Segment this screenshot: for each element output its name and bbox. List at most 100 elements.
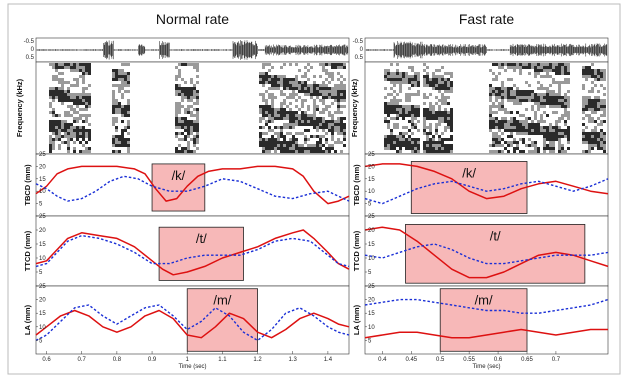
y-tick-label: 10 xyxy=(368,325,375,331)
y-tick-label: 10 xyxy=(39,189,46,195)
y-tick-label: 10 xyxy=(368,256,375,262)
panel-ttcd: /t/25 20 15 10 5 TTCD (mm) xyxy=(352,214,609,287)
y-tick-label: 5 xyxy=(368,338,372,344)
x-axis: 0.6 0.7 0.8 0.9 1 1.1 1.2 1.3 1.4 Time (sec) xyxy=(42,351,333,370)
y-tick-label: 20 xyxy=(368,228,375,234)
y-tick-label: 15 xyxy=(39,242,46,248)
y-tick-label: 10 xyxy=(39,325,46,331)
y-tick-label: 5 xyxy=(368,270,372,276)
series-solid-line xyxy=(364,328,608,339)
waveform-tick: 0.5 xyxy=(355,55,364,61)
series-solid-line xyxy=(35,229,350,276)
y-tick-label: 15 xyxy=(39,177,46,183)
y-tick-label: 10 xyxy=(368,189,375,195)
x-tick-label: 1.3 xyxy=(289,357,298,363)
panel-la: /m/25 20 15 10 5 LA (mm) xyxy=(23,284,350,355)
spectrogram-ylabel: Frequency (kHz) xyxy=(350,78,359,137)
panel-ylabel: TTCD (mm) xyxy=(23,230,32,271)
waveform-tick: -0.5 xyxy=(353,39,364,45)
series-solid-line xyxy=(364,226,609,279)
waveform-tick: 0 xyxy=(360,47,364,53)
y-tick-label: 25 xyxy=(39,214,46,220)
y-tick-label: 15 xyxy=(39,311,46,317)
x-tick-label: 1 xyxy=(186,357,190,363)
spectrogram-energy-light xyxy=(49,63,346,153)
series-dotted-line xyxy=(35,175,350,202)
x-tick-label: 1.4 xyxy=(324,357,333,363)
y-tick-label: 5 xyxy=(39,338,43,344)
x-tick-label: 0.45 xyxy=(405,357,417,363)
x-tick-label: 1.2 xyxy=(253,357,262,363)
column-title: Normal rate xyxy=(156,11,229,27)
y-tick-label: 20 xyxy=(368,298,375,304)
y-tick-label: 5 xyxy=(368,202,372,208)
waveform-panel: -0.5 0 0.5 xyxy=(353,37,609,63)
panel-tbcd: /k/25 20 15 10 5 TBCD (mm) xyxy=(23,152,350,217)
y-tick-label: 25 xyxy=(368,152,375,158)
y-tick-label: 20 xyxy=(39,228,46,234)
x-tick-label: 0.6 xyxy=(42,357,51,363)
x-tick-label: 0.6 xyxy=(494,357,503,363)
spectrogram-panel: Frequency (kHz) xyxy=(350,61,609,155)
x-axis-label: Time (sec) xyxy=(472,364,500,370)
x-axis-label: Time (sec) xyxy=(178,364,206,370)
x-tick-label: 0.4 xyxy=(378,357,387,363)
series-dotted-line xyxy=(364,243,609,265)
segment-label: /m/ xyxy=(213,293,231,308)
spectrogram-energy-light xyxy=(384,63,606,153)
series-dotted-line xyxy=(364,178,609,205)
panel-ylabel: TTCD (mm) xyxy=(352,230,361,271)
series-solid-line xyxy=(35,165,350,205)
panel-ylabel: LA (mm) xyxy=(352,304,361,335)
y-tick-label: 25 xyxy=(39,152,46,158)
panel-ylabel: TBCD (mm) xyxy=(23,164,32,206)
x-tick-label: 0.7 xyxy=(552,357,561,363)
x-tick-label: 0.65 xyxy=(521,357,533,363)
panel-la: /m/25 20 15 10 5 LA (mm) xyxy=(352,284,609,355)
y-tick-label: 5 xyxy=(39,270,43,276)
y-tick-label: 15 xyxy=(368,177,375,183)
spectrogram-energy-dark xyxy=(49,63,346,153)
panel-tbcd: /k/25 20 15 10 5 TBCD (mm) xyxy=(352,152,609,217)
column-normal-rate: Normal rate -0.5 0 0.5 Frequency (kHz) /k/25 2… xyxy=(15,11,350,370)
segment-label: /t/ xyxy=(490,228,501,243)
waveform-tick: 0.5 xyxy=(26,55,35,61)
y-tick-label: 25 xyxy=(39,284,46,290)
x-tick-label: 0.55 xyxy=(463,357,475,363)
waveform-trace xyxy=(365,41,608,59)
series-solid-line xyxy=(35,309,350,339)
y-tick-label: 15 xyxy=(368,311,375,317)
y-tick-label: 20 xyxy=(368,164,375,170)
segment-label: /k/ xyxy=(172,168,186,183)
x-tick-label: 1.1 xyxy=(218,357,227,363)
column-title: Fast rate xyxy=(459,11,514,27)
segment-label: /m/ xyxy=(475,293,493,308)
y-tick-label: 25 xyxy=(368,284,375,290)
series-dotted-line xyxy=(364,298,609,314)
x-tick-label: 0.7 xyxy=(78,357,87,363)
waveform-tick: 0 xyxy=(31,47,35,53)
y-tick-label: 20 xyxy=(39,298,46,304)
spectrogram-panel: Frequency (kHz) xyxy=(15,61,350,155)
x-axis: 0.4 0.45 0.5 0.55 0.6 0.65 0.7 Time (sec) xyxy=(378,351,561,370)
panel-ylabel: LA (mm) xyxy=(23,304,32,335)
y-tick-label: 10 xyxy=(39,256,46,262)
segment-label: /t/ xyxy=(196,231,207,246)
series-dotted-line xyxy=(35,304,350,342)
x-tick-label: 0.5 xyxy=(436,357,445,363)
highlight-box xyxy=(405,223,586,284)
panel-ttcd: /t/25 20 15 10 5 TTCD (mm) xyxy=(23,214,350,287)
panel-ylabel: TBCD (mm) xyxy=(352,164,361,206)
highlight-box xyxy=(151,163,206,212)
x-tick-label: 0.8 xyxy=(113,357,122,363)
segment-label: /k/ xyxy=(462,165,476,180)
column-fast-rate: Fast rate -0.5 0 0.5 Frequency (kHz) /k/25 20 1… xyxy=(350,11,609,370)
y-tick-label: 5 xyxy=(39,202,43,208)
waveform-tick: -0.5 xyxy=(24,39,35,45)
spectrogram-ylabel: Frequency (kHz) xyxy=(15,78,24,137)
highlight-box xyxy=(439,288,528,352)
y-tick-label: 25 xyxy=(368,214,375,220)
waveform-panel: -0.5 0 0.5 xyxy=(24,37,350,63)
series-dotted-line xyxy=(35,234,350,268)
